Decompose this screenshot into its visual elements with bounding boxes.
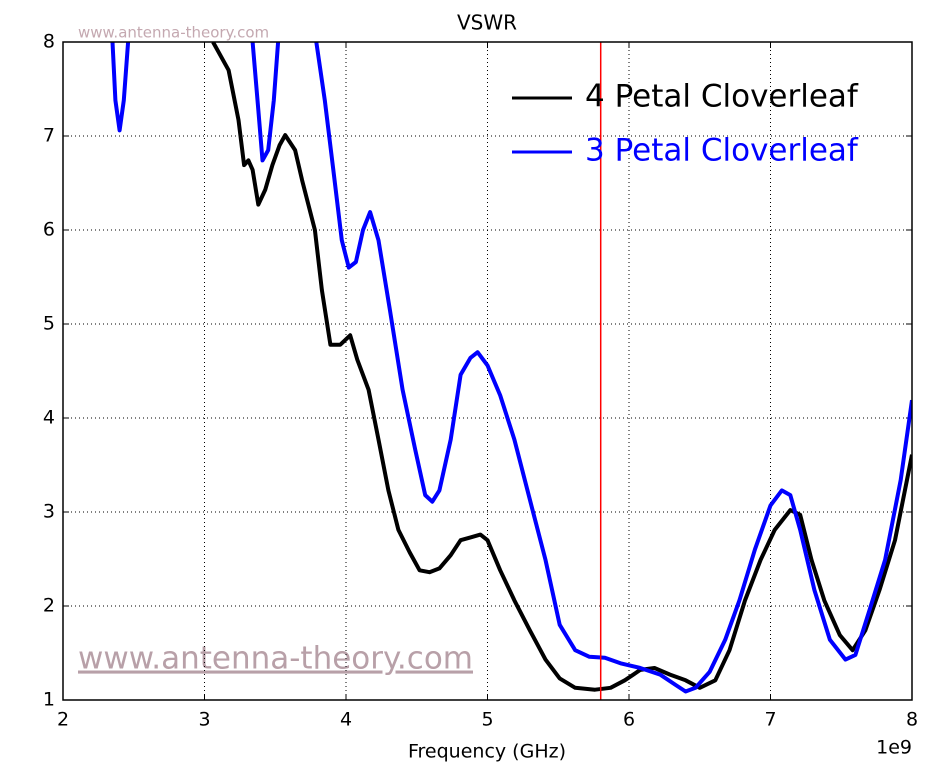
- data-line: [211, 42, 912, 692]
- chart-title: VSWR: [457, 11, 517, 35]
- y-tick-label: 8: [43, 31, 55, 53]
- x-offset-label: 1e9: [876, 737, 912, 759]
- x-tick-label: 3: [198, 709, 210, 731]
- watermark: www.antenna-theory.com: [78, 24, 269, 42]
- legend-label: 4 Petal Cloverleaf: [585, 79, 859, 115]
- y-tick-label: 2: [43, 595, 55, 617]
- legend-label: 3 Petal Cloverleaf: [585, 133, 859, 169]
- watermark: www.antenna-theory.com: [78, 641, 473, 677]
- x-tick-label: 8: [906, 709, 918, 731]
- y-tick-label: 7: [43, 125, 55, 147]
- x-tick-label: 5: [481, 709, 493, 731]
- y-tick-label: 4: [43, 407, 55, 429]
- x-axis-label: Frequency (GHz): [408, 741, 566, 763]
- y-tick-label: 5: [43, 313, 55, 335]
- y-tick-label: 6: [43, 219, 55, 241]
- plot-area: [110, 42, 912, 694]
- x-tick-label: 6: [623, 709, 635, 731]
- x-tick-label: 4: [340, 709, 352, 731]
- y-tick-label: 1: [43, 689, 55, 711]
- data-line: [110, 42, 912, 694]
- x-tick-label: 7: [764, 709, 776, 731]
- plot-frame: [62, 41, 913, 701]
- y-tick-label: 3: [43, 501, 55, 523]
- x-tick-label: 2: [57, 709, 69, 731]
